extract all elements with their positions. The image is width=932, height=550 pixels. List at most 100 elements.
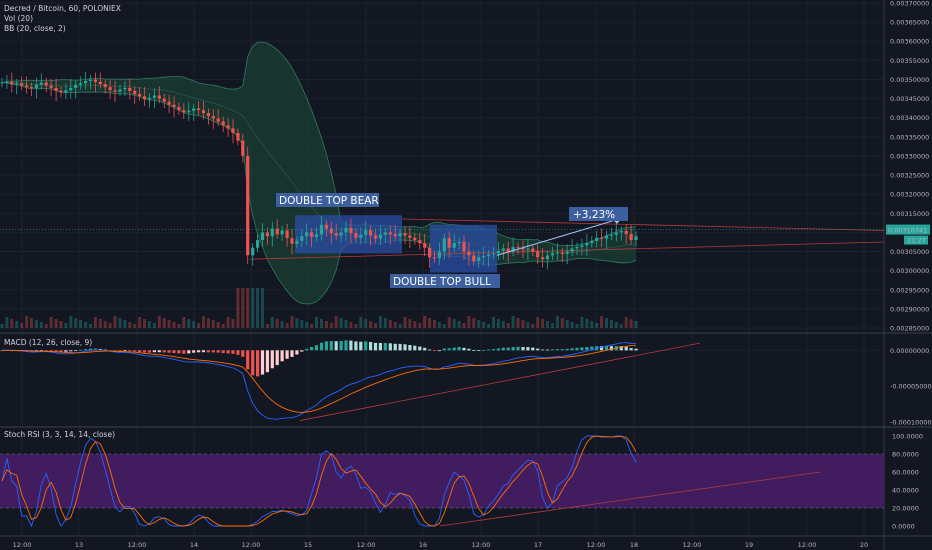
candle-body xyxy=(462,242,466,252)
volume-bar xyxy=(369,321,373,328)
volume-bar xyxy=(69,316,73,328)
volume-bar xyxy=(511,316,515,328)
macd-histogram-bar xyxy=(197,350,201,353)
candle-body xyxy=(349,227,353,234)
macd-legend[interactable]: MACD (12, 26, close, 9) xyxy=(4,338,93,347)
volume-bar xyxy=(506,323,510,328)
candle-body xyxy=(118,89,122,92)
candle-body xyxy=(541,257,545,260)
symbol-legend[interactable]: Decred / Bitcoin, 60, POLONIEX xyxy=(4,4,121,13)
candle-body xyxy=(590,240,594,244)
macd-tick: -0.00010000 xyxy=(890,419,932,427)
price-tick: 0.00335000 xyxy=(890,133,929,141)
volume-bar xyxy=(15,321,19,328)
candle-body xyxy=(354,233,358,238)
macd-histogram-bar xyxy=(491,349,496,351)
time-tick: 17 xyxy=(534,541,542,549)
macd-histogram-bar xyxy=(310,347,314,351)
candle-body xyxy=(10,81,14,85)
volume-bar xyxy=(580,317,584,328)
macd-histogram-bar xyxy=(39,350,43,352)
volume-bar xyxy=(93,317,97,328)
time-tick: 15 xyxy=(304,541,312,549)
volume-legend[interactable]: Vol (20) xyxy=(4,14,34,23)
candle-body xyxy=(491,253,496,255)
candle-body xyxy=(64,90,68,93)
macd-histogram-bar xyxy=(437,350,441,352)
macd-histogram-bar xyxy=(270,350,274,369)
time-tick: 12:00 xyxy=(13,541,32,549)
countdown-label: 21:27 xyxy=(907,237,926,245)
macd-histogram-bar xyxy=(590,346,594,351)
candle-body xyxy=(329,228,333,234)
volume-bar xyxy=(550,323,554,328)
candle-body xyxy=(501,248,505,251)
volume-bar xyxy=(521,320,525,328)
candle-body xyxy=(265,232,269,237)
volume-bar xyxy=(555,316,559,328)
bollinger-legend[interactable]: BB (20, close, 2) xyxy=(4,24,66,33)
volume-bar xyxy=(388,320,392,328)
stoch-rsi-legend[interactable]: Stoch RSI (3, 3, 14, 14, close) xyxy=(4,430,115,439)
price-tick: 0.00350000 xyxy=(890,76,929,84)
volume-bar xyxy=(467,316,471,328)
candle-body xyxy=(624,230,628,234)
volume-bar xyxy=(108,323,112,328)
volume-bar xyxy=(39,322,43,328)
volume-bar xyxy=(536,317,540,328)
macd-histogram-bar xyxy=(364,341,368,351)
stoch-rsi-trend-line xyxy=(439,471,821,527)
candle-body xyxy=(423,243,427,248)
candle-body xyxy=(364,230,368,235)
candle-body xyxy=(595,237,599,241)
candle-body xyxy=(162,98,166,102)
volume-bar xyxy=(236,288,240,328)
macd-histogram-bar xyxy=(201,350,206,353)
volume-bar xyxy=(182,317,186,328)
candle-body xyxy=(614,232,618,235)
macd-histogram-bar xyxy=(550,349,554,351)
time-tick: 12:00 xyxy=(798,541,817,549)
macd-histogram-bar xyxy=(472,350,476,351)
candle-body xyxy=(285,230,289,239)
macd-histogram-bar xyxy=(565,348,569,351)
macd-histogram-bar xyxy=(555,349,559,351)
volume-bar xyxy=(89,324,92,328)
last-price-label: 0.00310741 xyxy=(888,227,927,235)
volume-bar xyxy=(295,318,299,328)
macd-histogram-bar xyxy=(359,341,363,351)
candle-body xyxy=(69,87,73,91)
volume-bar xyxy=(187,319,191,328)
volume-bar xyxy=(265,324,269,328)
macd-histogram-bar xyxy=(226,350,230,354)
macd-histogram-bar xyxy=(506,347,510,351)
macd-histogram-bar xyxy=(231,350,235,354)
macd-histogram-bar xyxy=(398,343,402,351)
candle-body xyxy=(496,250,500,254)
candle-body xyxy=(536,251,540,258)
volume-bar xyxy=(560,318,564,328)
volume-bar xyxy=(202,316,205,328)
candle-body xyxy=(138,94,142,97)
macd-histogram-bar xyxy=(541,349,545,351)
candle-body xyxy=(295,240,299,244)
candle-body xyxy=(634,236,638,240)
macd-trend-line xyxy=(299,342,701,421)
candle-body xyxy=(88,79,93,81)
candle-body xyxy=(54,87,58,91)
volume-bar xyxy=(34,320,38,328)
macd-histogram-bar xyxy=(482,350,486,351)
volume-bar xyxy=(624,317,628,328)
macd-histogram-bar xyxy=(280,350,284,362)
volume-bar xyxy=(128,322,132,328)
macd-histogram-bar xyxy=(545,349,550,351)
candle-body xyxy=(221,121,225,126)
price-tick: 0.00340000 xyxy=(890,114,929,122)
macd-histogram-bar xyxy=(34,350,38,352)
macd-histogram-bar xyxy=(300,350,304,352)
macd-histogram-bar xyxy=(609,346,613,351)
volume-bar xyxy=(133,324,137,328)
candle-body xyxy=(334,233,338,236)
